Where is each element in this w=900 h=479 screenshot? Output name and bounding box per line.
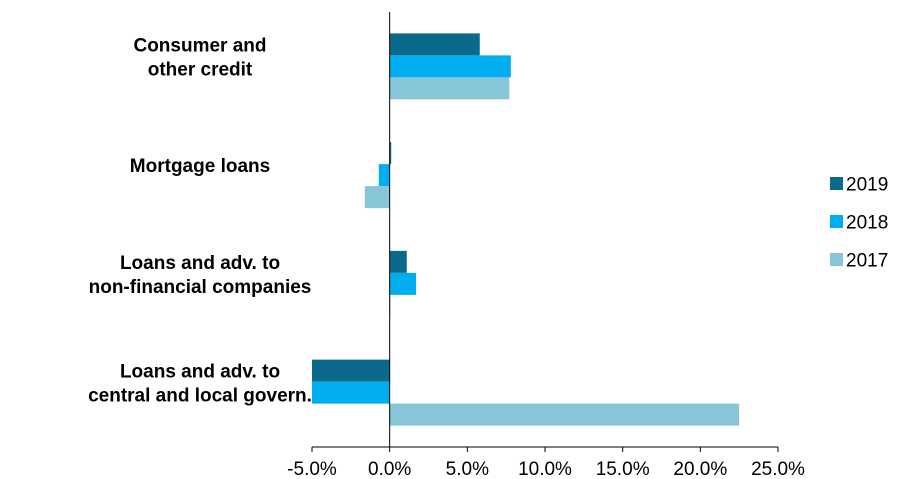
- bar-2019-cat-2: [389, 250, 407, 273]
- legend-label-2017: 2017: [846, 251, 888, 272]
- bar-2018-cat-1: [378, 164, 390, 187]
- bar-2019-cat-0: [389, 33, 480, 56]
- legend-label-2018: 2018: [846, 213, 888, 234]
- x-tick-label: 20.0%: [673, 459, 727, 479]
- bar-2018-cat-2: [389, 272, 417, 295]
- category-label-0: Consumer and other credit: [133, 35, 266, 80]
- category-label-1: Mortgage loans: [130, 156, 270, 177]
- bar-2018-cat-0: [389, 55, 511, 78]
- x-tick-label: 5.0%: [446, 459, 489, 479]
- legend-label-2019: 2019: [846, 175, 888, 196]
- legend-swatch-2018: [830, 215, 843, 228]
- category-label-line: central and local govern.: [88, 386, 312, 407]
- bars-group: [312, 33, 740, 426]
- bar-2017-cat-3: [389, 403, 740, 426]
- category-label-line: Loans and adv. to: [120, 362, 280, 383]
- legend-swatch-2017: [830, 253, 843, 266]
- category-label-line: Consumer and: [133, 35, 266, 56]
- category-label-line: Loans and adv. to: [120, 253, 280, 274]
- x-tick-labels: -5.0% 0.0% 5.0% 10.0% 15.0% 20.0% 25.0%: [287, 459, 805, 479]
- bar-2018-cat-3: [312, 381, 390, 404]
- x-tick-label: -5.0%: [287, 459, 337, 479]
- category-labels: Consumer and other credit Mortgage loans Lo…: [88, 35, 312, 406]
- x-tick-label: 15.0%: [596, 459, 650, 479]
- axes-group: [311, 12, 779, 452]
- bar-2017-cat-1: [364, 186, 390, 209]
- category-label-line: non-financial companies: [89, 277, 312, 298]
- bar-2017-cat-0: [389, 77, 510, 100]
- category-label-line: Mortgage loans: [130, 156, 270, 177]
- legend-swatch-2019: [830, 177, 843, 190]
- x-tick-label: 0.0%: [368, 459, 411, 479]
- category-label-line: other credit: [148, 59, 253, 80]
- x-tick-label: 10.0%: [518, 459, 572, 479]
- category-label-3: Loans and adv. to central and local gover…: [88, 362, 312, 407]
- bar-2019-cat-3: [312, 359, 390, 382]
- bar-2019-cat-1: [389, 142, 392, 165]
- x-tick-label: 25.0%: [751, 459, 805, 479]
- category-label-2: Loans and adv. to non-financial companies: [89, 253, 312, 298]
- legend: 2019 2018 2017: [830, 175, 888, 272]
